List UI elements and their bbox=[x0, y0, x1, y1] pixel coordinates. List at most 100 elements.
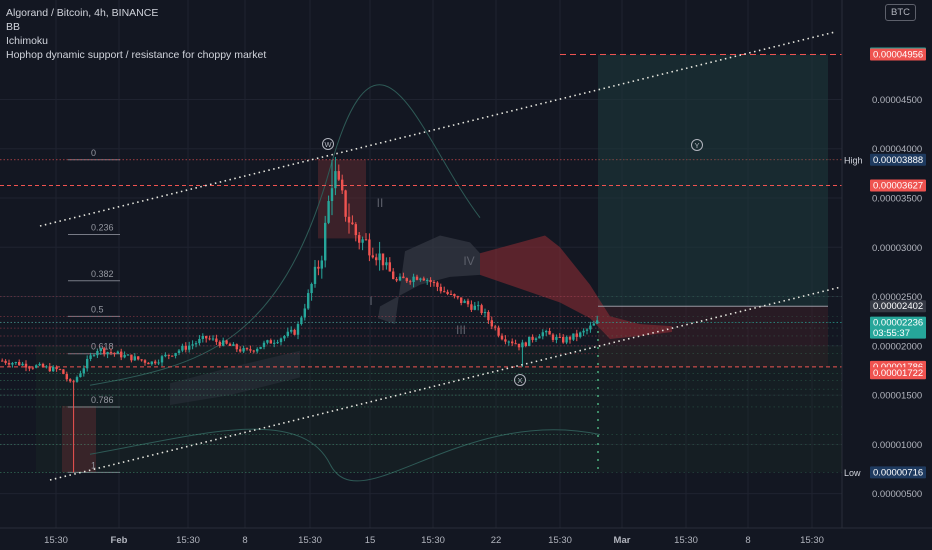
price-badge[interactable] bbox=[870, 367, 926, 380]
time-tick-label: 22 bbox=[491, 535, 502, 546]
price-axis[interactable]: 0.00004500 0.00004000 0.00003500 0.00003000… bbox=[841, 0, 932, 528]
candle-body bbox=[164, 354, 167, 357]
candle-body bbox=[239, 349, 242, 352]
price-badge[interactable] bbox=[870, 48, 926, 61]
candle-body bbox=[222, 340, 225, 346]
ichimoku-cloud bbox=[170, 235, 672, 405]
price-tick-label: 0.00003000 bbox=[872, 243, 922, 254]
candle-body bbox=[456, 296, 459, 298]
trend-channel[interactable] bbox=[39, 31, 846, 481]
fib-level-label: 0.236 bbox=[91, 222, 114, 232]
candle-body bbox=[290, 329, 293, 332]
candle-body bbox=[252, 350, 255, 352]
candle-body bbox=[436, 282, 439, 287]
candle-body bbox=[177, 350, 181, 353]
candle-body bbox=[504, 339, 507, 342]
legend-title[interactable]: Algorand / Bitcoin, 4h, BINANCE bbox=[6, 7, 159, 19]
candle-body bbox=[388, 262, 391, 272]
time-tick-label: 15:30 bbox=[44, 535, 68, 546]
price-badge-label: 0.00004956 bbox=[873, 49, 923, 60]
candle-body bbox=[69, 379, 72, 382]
time-axis[interactable]: 15:30 Feb 15:30 8 15:30 15 15:30 22 15:30 Mar 15:3… bbox=[0, 527, 932, 550]
candle-body bbox=[109, 352, 113, 354]
legend-indicator-bb[interactable]: BB bbox=[6, 21, 21, 33]
candle-body bbox=[72, 381, 75, 383]
price-badge-label: 0.00000716 bbox=[873, 467, 923, 478]
time-tick-label: Mar bbox=[614, 535, 631, 546]
candle-body bbox=[205, 335, 208, 339]
candle-body bbox=[1, 360, 4, 362]
candle-body bbox=[422, 278, 425, 281]
candle-body bbox=[572, 333, 575, 340]
candle-body bbox=[174, 352, 177, 356]
candle-body bbox=[249, 349, 252, 351]
price-badge[interactable] bbox=[870, 316, 926, 339]
channel-lower-line[interactable] bbox=[49, 285, 846, 481]
candle-body bbox=[79, 373, 82, 378]
time-axis-background bbox=[0, 528, 932, 550]
candle-body bbox=[21, 363, 24, 366]
candle-body bbox=[75, 377, 79, 382]
candle-body bbox=[524, 342, 527, 347]
time-tick-label: 15:30 bbox=[176, 535, 200, 546]
candle-body bbox=[140, 359, 143, 361]
candle-body bbox=[279, 338, 283, 343]
candle-body bbox=[419, 278, 422, 280]
candle-body bbox=[589, 325, 592, 330]
candle-body bbox=[395, 279, 398, 281]
long-position-target-zone[interactable] bbox=[598, 54, 828, 307]
candle-body bbox=[154, 361, 157, 364]
candle-body bbox=[120, 351, 123, 358]
wave-circle-y bbox=[691, 139, 703, 151]
candle-body bbox=[89, 355, 92, 359]
long-position-stop-zone[interactable] bbox=[598, 306, 828, 367]
price-badge-label: 0.00003627 bbox=[873, 180, 923, 191]
candle-body bbox=[596, 320, 599, 324]
candle-body bbox=[225, 340, 228, 344]
candle-body bbox=[453, 293, 456, 297]
wave-circle-x bbox=[514, 374, 526, 386]
candle-body bbox=[65, 374, 68, 380]
candle-body bbox=[92, 355, 96, 357]
candle-body bbox=[103, 348, 106, 355]
channel-upper-line[interactable] bbox=[39, 31, 836, 227]
currency-button[interactable]: BTC bbox=[885, 4, 916, 21]
candle-body bbox=[4, 360, 7, 363]
legend-indicator-ichimoku[interactable]: Ichimoku bbox=[6, 35, 49, 47]
candle-body bbox=[143, 360, 147, 363]
candle-body bbox=[106, 352, 109, 355]
candle-body bbox=[470, 304, 473, 310]
candle-body bbox=[303, 308, 306, 318]
candle-body bbox=[58, 369, 62, 371]
candle-body bbox=[449, 293, 453, 295]
candle-body bbox=[126, 354, 130, 356]
candle-body bbox=[38, 363, 41, 366]
candle-body bbox=[405, 278, 408, 282]
legend-indicator-hophop[interactable]: Hophop dynamic support / resistance for … bbox=[6, 49, 267, 61]
candle-body bbox=[558, 336, 561, 338]
price-badge[interactable] bbox=[870, 153, 926, 166]
price-badge[interactable] bbox=[870, 300, 926, 313]
horizontal-levels[interactable] bbox=[0, 53, 842, 368]
candle-body bbox=[426, 280, 429, 282]
candle-body bbox=[293, 329, 296, 335]
price-badge[interactable] bbox=[870, 179, 926, 192]
candle-body bbox=[14, 362, 17, 364]
candle-body bbox=[317, 266, 320, 269]
candle-body bbox=[402, 276, 405, 279]
candle-body bbox=[538, 336, 541, 339]
fib-level-label: 0.382 bbox=[91, 269, 114, 279]
time-tick-label: 15:30 bbox=[421, 535, 445, 546]
candle-body bbox=[28, 367, 31, 369]
candle-body bbox=[517, 343, 521, 348]
price-badge[interactable] bbox=[870, 466, 926, 479]
candle-body bbox=[41, 363, 45, 368]
candle-body bbox=[341, 179, 344, 191]
price-badge-label: 0.00001722 bbox=[873, 368, 923, 379]
wave-label-iii: III bbox=[456, 323, 466, 337]
candle-body bbox=[443, 291, 446, 293]
candle-body bbox=[565, 336, 568, 343]
candle-body bbox=[358, 235, 361, 243]
